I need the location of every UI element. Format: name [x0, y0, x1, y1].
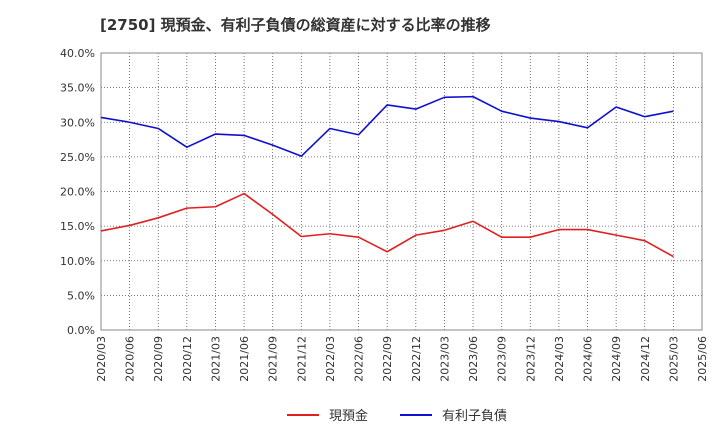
x-tick-label: 2021/03 [209, 336, 222, 382]
series-lines [100, 95, 674, 258]
y-tick-label: 40.0% [60, 47, 95, 60]
y-tick-label: 30.0% [60, 116, 95, 129]
y-tick-label: 25.0% [60, 151, 95, 164]
y-tick-label: 15.0% [60, 220, 95, 233]
y-tick-label: 10.0% [60, 255, 95, 268]
legend[interactable]: 現預金 有利子負債 [287, 408, 507, 424]
x-tick-label: 2024/12 [639, 336, 652, 382]
legend-item-debt[interactable]: 有利子負債 [400, 409, 507, 424]
legend-label: 有利子負債 [442, 409, 507, 424]
x-tick-label: 2020/12 [181, 336, 194, 382]
y-axis-ticks: 0.0% 5.0% 10.0% 15.0% 20.0% 25.0% 30.0% 35.0% 40… [60, 47, 95, 337]
x-tick-label: 2020/06 [124, 336, 137, 382]
x-tick-label: 2022/06 [353, 336, 366, 382]
x-tick-label: 2024/06 [582, 336, 595, 382]
series-line-cash [100, 192, 674, 258]
y-tick-label: 0.0% [67, 324, 95, 337]
y-tick-label: 35.0% [60, 82, 95, 95]
x-tick-label: 2025/06 [696, 336, 709, 382]
x-tick-label: 2021/09 [267, 336, 280, 382]
x-tick-label: 2023/06 [467, 336, 480, 382]
series-line-debt [100, 95, 674, 157]
x-tick-label: 2023/09 [496, 336, 509, 382]
x-tick-label: 2024/09 [610, 336, 623, 382]
x-tick-label: 2020/09 [152, 336, 165, 382]
grid-lines [100, 52, 703, 331]
y-tick-label: 20.0% [60, 186, 95, 199]
x-axis-ticks: 2020/03 2020/06 2020/09 2020/12 2021/03 2021/… [95, 336, 709, 382]
legend-label: 現預金 [329, 408, 368, 424]
y-tick-label: 5.0% [67, 289, 95, 302]
x-tick-label: 2022/09 [381, 336, 394, 382]
x-tick-label: 2025/03 [667, 336, 680, 382]
plot-frame [100, 52, 703, 331]
legend-item-cash[interactable]: 現預金 [287, 408, 368, 424]
x-tick-label: 2021/06 [238, 336, 251, 382]
chart-title: [2750] 現預金、有利子負債の総資産に対する比率の推移 [100, 16, 491, 34]
x-tick-label: 2022/03 [324, 336, 337, 382]
x-tick-label: 2020/03 [95, 336, 108, 382]
x-tick-label: 2023/12 [524, 336, 537, 382]
x-tick-label: 2022/12 [410, 336, 423, 382]
x-tick-label: 2023/03 [438, 336, 451, 382]
x-tick-label: 2021/12 [295, 336, 308, 382]
x-tick-label: 2024/03 [553, 336, 566, 382]
